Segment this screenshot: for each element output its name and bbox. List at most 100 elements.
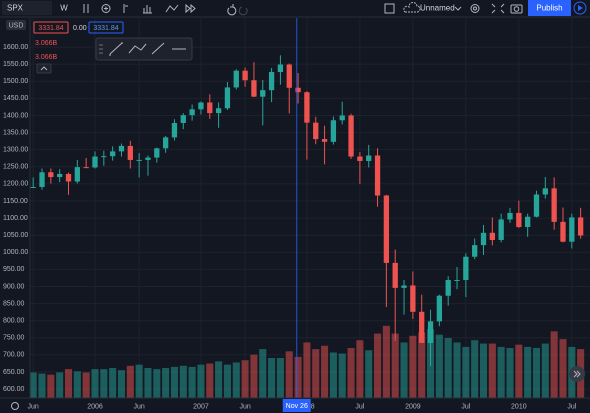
volume-bar — [188, 366, 196, 398]
y-tick-label: 750.00 — [3, 335, 25, 342]
y-tick-label: 900.00 — [3, 283, 25, 290]
volume-bar — [471, 340, 479, 398]
candle-body — [268, 72, 275, 91]
x-tick-label: Jul — [461, 403, 470, 410]
candle-body — [480, 232, 487, 246]
currency-badge[interactable] — [6, 20, 26, 30]
y-tick-label: 1050.00 — [3, 232, 28, 239]
volume-bar — [524, 346, 532, 398]
candle-body — [374, 155, 381, 196]
candle-body — [92, 156, 98, 168]
x-tick-label: 2010 — [511, 403, 527, 410]
x-tick-label: Jun — [239, 403, 250, 410]
volume-bar — [285, 351, 293, 398]
y-tick-label: 1550.00 — [3, 61, 28, 68]
candle-body — [542, 188, 548, 195]
y-tick-label: 600.00 — [3, 386, 25, 393]
ray-tool[interactable] — [151, 42, 165, 55]
candle-body — [445, 279, 451, 296]
y-tick-label: 950.00 — [3, 266, 25, 273]
candle-body — [233, 70, 239, 88]
change: 0.00 — [73, 25, 87, 32]
scroll-icon — [573, 370, 581, 378]
candle-body — [224, 87, 231, 109]
x-tick-label: 2009 — [405, 403, 421, 410]
x-tick-label: Jul — [567, 403, 576, 410]
volume-layer — [30, 325, 585, 398]
candle-body — [569, 217, 575, 242]
y-tick-label: 1400.00 — [3, 112, 28, 119]
price-box-alt — [88, 21, 124, 34]
symbol-search[interactable] — [2, 1, 52, 15]
crosshair-label: Nov 26 — [286, 403, 308, 410]
y-tick-label: 1450.00 — [3, 95, 28, 102]
candle-body — [83, 167, 89, 169]
volume-bar — [479, 343, 488, 398]
candle-body — [171, 123, 178, 138]
candle-body — [383, 195, 390, 263]
candle-body — [304, 92, 310, 123]
volume-bar — [126, 365, 134, 398]
path-tool[interactable] — [128, 43, 147, 54]
candle-body — [295, 87, 301, 93]
candle-body — [401, 285, 407, 288]
x-tick-label: Jun — [133, 403, 144, 410]
interval[interactable]: W — [60, 4, 68, 13]
volume-bar — [382, 325, 390, 398]
y-tick-label: 800.00 — [3, 318, 25, 325]
y-tick-label: 1000.00 — [3, 249, 28, 256]
volume-bar — [91, 369, 99, 398]
collapse-button[interactable] — [36, 63, 52, 74]
volume-bar — [462, 346, 470, 398]
volume-bar — [532, 348, 541, 398]
volume-bar — [435, 334, 443, 398]
candle-body — [339, 115, 345, 121]
candle-body — [525, 216, 531, 227]
candle-body — [313, 122, 319, 140]
volume-bar — [179, 365, 187, 398]
volume-bar — [268, 358, 276, 398]
volume-bar — [30, 372, 37, 398]
layout-name[interactable]: Unnamed — [420, 4, 455, 13]
y-tick-label: 1600.00 — [3, 44, 28, 51]
grid-layer — [30, 18, 590, 398]
drag-handle[interactable] — [99, 44, 103, 54]
volume-bar — [64, 369, 73, 398]
y-tick-label: 700.00 — [3, 352, 25, 359]
trend-line-tool[interactable] — [109, 42, 123, 56]
settings-icon[interactable] — [11, 402, 19, 410]
candle-body — [154, 148, 160, 158]
volume-bar — [162, 368, 170, 398]
y-tick-label: 1100.00 — [3, 215, 28, 222]
y-tick-label: 1200.00 — [3, 181, 28, 188]
volume-bar — [144, 368, 152, 398]
candle-body — [101, 156, 107, 158]
price-layer — [30, 55, 584, 367]
candle-body — [127, 145, 133, 160]
candle-body — [110, 151, 116, 157]
volume-bar — [550, 331, 558, 398]
candle-body — [48, 172, 54, 178]
volume-bar — [259, 349, 267, 398]
candle-body — [189, 109, 195, 116]
candle-body — [198, 102, 204, 110]
price-box — [33, 21, 69, 34]
volume-bar — [356, 340, 364, 398]
volume-bar — [73, 371, 81, 398]
candle-body — [215, 108, 222, 114]
volume-bar — [153, 369, 161, 398]
candle-body — [65, 173, 72, 182]
candle-body — [454, 279, 460, 281]
y-tick-label: 650.00 — [3, 369, 25, 376]
volume-bar — [312, 349, 320, 398]
volume-bar — [250, 354, 258, 398]
toolbar-icons[interactable] — [83, 2, 523, 16]
volume-bar — [38, 373, 46, 398]
publish-button[interactable] — [528, 0, 571, 16]
candle-body — [242, 70, 248, 81]
volume-bar — [418, 332, 426, 398]
candle-body — [533, 194, 540, 217]
candle-body — [489, 232, 495, 240]
volume-bar — [497, 346, 505, 398]
replay-button[interactable] — [573, 1, 587, 15]
